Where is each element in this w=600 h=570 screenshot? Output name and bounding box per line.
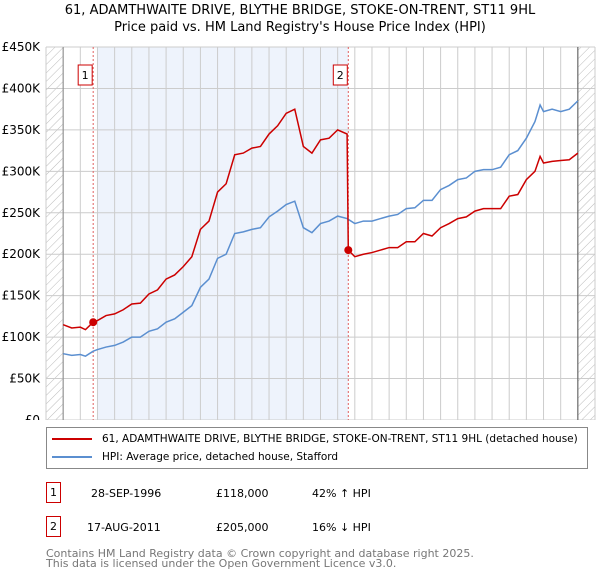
price-chart: 1994199519961997199819992000200120022003… — [2, 40, 596, 420]
legend-label: HPI: Average price, detached house, Staf… — [102, 451, 339, 463]
transaction-marker: 2 — [46, 516, 61, 537]
footer: Contains HM Land Registry data © Crown c… — [46, 547, 474, 570]
series-line — [62, 108, 579, 331]
sale-period-shading — [97, 47, 349, 420]
y-tick-label: £250K — [2, 206, 42, 220]
sale-label-box — [332, 64, 348, 86]
legend: 61, ADAMTHWAITE DRIVE, BLYTHE BRIDGE, ST… — [46, 427, 588, 469]
y-tick-label: £200K — [2, 247, 42, 261]
transaction-date: 17-AUG-2011 — [87, 521, 161, 534]
sale-point — [89, 318, 98, 327]
hatch-after-data — [577, 47, 595, 420]
y-tick-label: £0 — [25, 413, 40, 420]
y-tick-label: £300K — [2, 164, 42, 178]
footer-licence: This data is licensed under the Open Gov… — [46, 557, 397, 570]
sale-label-box — [77, 64, 93, 86]
y-tick-label: £450K — [2, 40, 42, 54]
chart-subtitle: Price paid vs. HM Land Registry's House … — [114, 20, 486, 35]
sale-point — [344, 246, 353, 255]
transaction-price: £205,000 — [216, 521, 269, 534]
transaction-hpi: 16% ↓ HPI — [312, 521, 371, 534]
transaction-date: 28-SEP-1996 — [91, 487, 162, 500]
series-line — [63, 100, 579, 357]
sale-label: 1 — [82, 69, 89, 82]
legend-item-hpi: HPI: Average price, detached house, Staf… — [52, 451, 338, 463]
y-tick-label: £50K — [9, 372, 41, 386]
sale-label: 2 — [337, 69, 344, 82]
footer-copyright: Contains HM Land Registry data © Crown c… — [46, 547, 474, 560]
y-tick-label: £100K — [2, 330, 42, 344]
y-tick-label: £350K — [2, 123, 42, 137]
chart-title: 61, ADAMTHWAITE DRIVE, BLYTHE BRIDGE, ST… — [64, 3, 536, 18]
hatch-before-data — [46, 47, 64, 420]
legend-label: 61, ADAMTHWAITE DRIVE, BLYTHE BRIDGE, ST… — [102, 433, 578, 445]
y-tick-label: £400K — [2, 81, 42, 95]
transaction-hpi: 42% ↑ HPI — [312, 487, 371, 500]
transaction-price: £118,000 — [216, 487, 269, 500]
legend-item-property: 61, ADAMTHWAITE DRIVE, BLYTHE BRIDGE, ST… — [52, 433, 578, 445]
y-tick-label: £150K — [2, 289, 42, 303]
transaction-marker: 1 — [46, 482, 61, 503]
